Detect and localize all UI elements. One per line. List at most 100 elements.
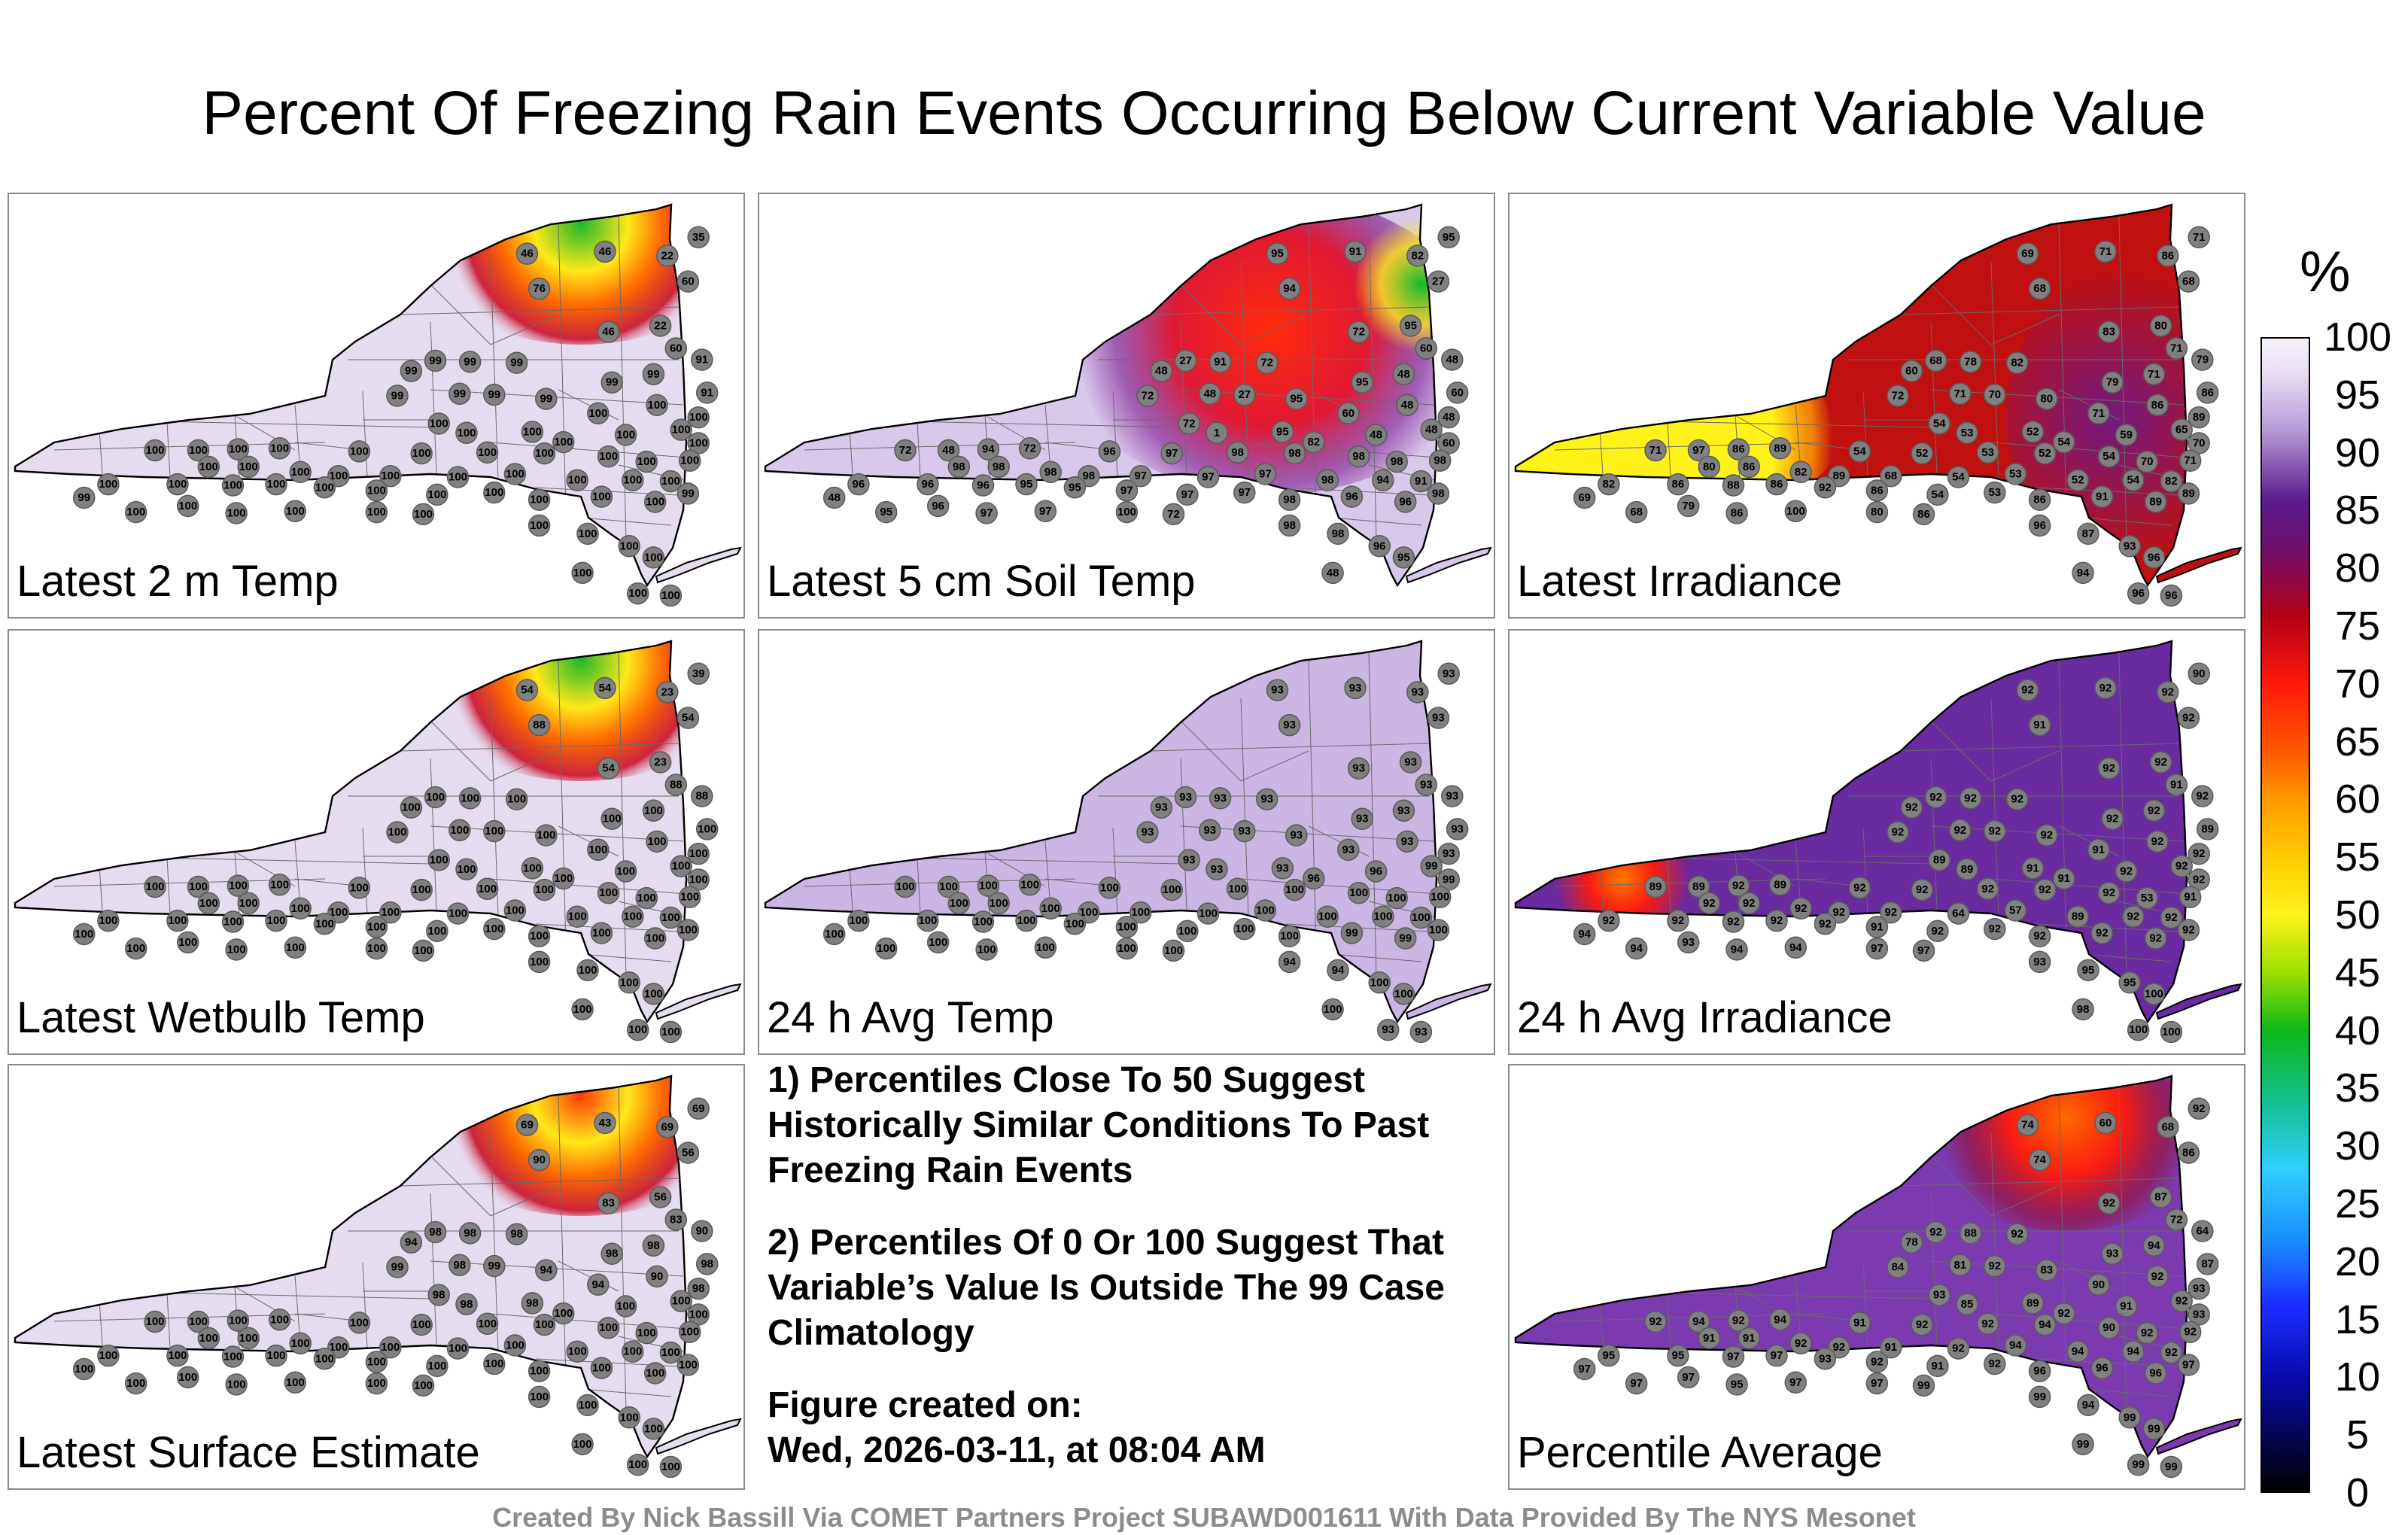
station-marker: 99	[676, 482, 700, 505]
station-marker: 91	[1880, 1336, 1902, 1359]
station-marker: 96	[1394, 491, 1417, 513]
station-marker: 92	[1924, 786, 1947, 809]
station-marker: 100	[144, 1310, 166, 1333]
station-marker: 100	[1254, 899, 1277, 922]
svg-text:100: 100	[74, 1363, 93, 1375]
colorbar-tick: 65	[2334, 719, 2381, 764]
svg-text:100: 100	[588, 843, 607, 856]
svg-text:100: 100	[507, 793, 526, 806]
svg-text:94: 94	[1692, 1315, 1705, 1328]
station-marker: 100	[197, 892, 220, 915]
station-marker: 74	[2028, 1148, 2051, 1172]
station-marker: 99	[458, 351, 482, 373]
station-marker: 86	[1738, 455, 1760, 479]
svg-text:100: 100	[506, 468, 524, 481]
svg-text:93: 93	[1342, 843, 1354, 856]
footer-credit: Created By Nick Bassill Via COMET Partne…	[492, 1502, 1916, 1533]
station-marker: 48	[1392, 363, 1415, 386]
station-marker: 100	[124, 1372, 147, 1395]
station-marker: 100	[284, 936, 307, 959]
svg-text:27: 27	[1238, 388, 1251, 401]
station-marker: 95	[2118, 971, 2141, 994]
svg-text:100: 100	[689, 411, 708, 424]
station-marker: 100	[1233, 917, 1256, 941]
station-marker: 100	[642, 546, 665, 569]
long-island-outline	[1405, 983, 1492, 1020]
svg-text:89: 89	[2193, 411, 2206, 424]
svg-text:100: 100	[266, 1349, 285, 1362]
station-marker: 79	[1677, 494, 1700, 518]
map-panel-24h-avg-temp: 93 93 93 93 93 93 93 93 93 93 93 93 93 93 93 93 93 93 93 93…	[758, 629, 1495, 1055]
station-marker: 57	[2004, 899, 2027, 922]
station-marker: 92	[1644, 1310, 1667, 1333]
svg-text:69: 69	[661, 1120, 673, 1133]
svg-text:97: 97	[1630, 1377, 1643, 1390]
station-marker: 76	[528, 277, 551, 300]
svg-text:91: 91	[1743, 1332, 1756, 1345]
station-marker: 94	[400, 1231, 423, 1254]
svg-text:100: 100	[189, 880, 208, 893]
station-marker: 96	[926, 494, 950, 518]
svg-text:86: 86	[1731, 507, 1744, 520]
svg-text:100: 100	[530, 494, 549, 506]
station-marker: 100	[348, 877, 371, 899]
station-marker: 93	[1136, 821, 1159, 843]
station-marker: 60	[664, 337, 688, 360]
svg-text:100: 100	[680, 454, 699, 467]
station-marker: 100	[937, 875, 960, 898]
svg-text:72: 72	[1352, 326, 1365, 339]
station-marker: 100	[975, 938, 998, 961]
station-marker: 22	[656, 245, 679, 267]
svg-text:94: 94	[2009, 1339, 2022, 1352]
station-marker: 96	[1303, 867, 1325, 890]
station-marker: 68	[2028, 277, 2051, 300]
station-marker: 92	[1887, 821, 1909, 843]
station-marker: 60	[2094, 1111, 2117, 1135]
svg-text:92: 92	[1988, 1357, 2001, 1370]
station-marker: 91	[2028, 713, 2051, 737]
panel-label: Latest 5 cm Soil Temp	[767, 557, 1196, 606]
station-marker: 93	[1409, 1020, 1433, 1044]
station-marker: 92	[2160, 906, 2183, 929]
svg-text:46: 46	[521, 248, 534, 260]
station-marker: 100	[386, 821, 409, 843]
svg-text:48: 48	[1370, 429, 1382, 442]
svg-text:93: 93	[1211, 863, 1224, 876]
station-marker: 100	[587, 838, 610, 862]
station-marker: 71	[2165, 337, 2188, 360]
station-marker: 46	[594, 240, 616, 263]
station-marker: 90	[646, 1265, 668, 1288]
svg-text:60: 60	[1451, 386, 1464, 399]
station-marker: 91	[1865, 916, 1889, 938]
svg-text:97: 97	[981, 507, 993, 520]
station-marker: 89	[1956, 858, 1978, 881]
station-marker: 100	[268, 437, 291, 460]
svg-text:92: 92	[2102, 886, 2115, 899]
station-marker: 52	[2033, 442, 2057, 465]
station-marker: 100	[176, 931, 199, 954]
svg-text:98: 98	[1283, 494, 1296, 506]
station-marker: 95	[1725, 1373, 1748, 1396]
station-marker: 100	[521, 857, 544, 880]
svg-text:100: 100	[1370, 976, 1389, 989]
svg-text:92: 92	[2033, 930, 2046, 943]
station-marker: 91	[1848, 1312, 1871, 1334]
station-marker: 92	[2144, 927, 2167, 950]
svg-text:23: 23	[661, 685, 673, 698]
station-marker: 54	[1947, 466, 1970, 488]
station-marker: 92	[2178, 1321, 2202, 1343]
station-marker: 100	[626, 582, 649, 605]
station-marker: 80	[2149, 315, 2172, 337]
svg-text:92: 92	[2039, 883, 2051, 896]
station-marker: 68	[1880, 464, 1902, 488]
svg-text:100: 100	[229, 443, 248, 456]
station-marker: 100	[622, 905, 644, 928]
svg-text:35: 35	[692, 231, 705, 244]
station-marker: 72	[1347, 321, 1370, 343]
colorbar-unit: %	[2300, 240, 2351, 304]
station-marker: 100	[670, 418, 692, 441]
svg-text:93: 93	[1432, 712, 1445, 725]
station-marker: 83	[664, 1208, 688, 1231]
svg-text:48: 48	[1327, 567, 1339, 579]
station-marker: 100	[687, 1303, 710, 1326]
